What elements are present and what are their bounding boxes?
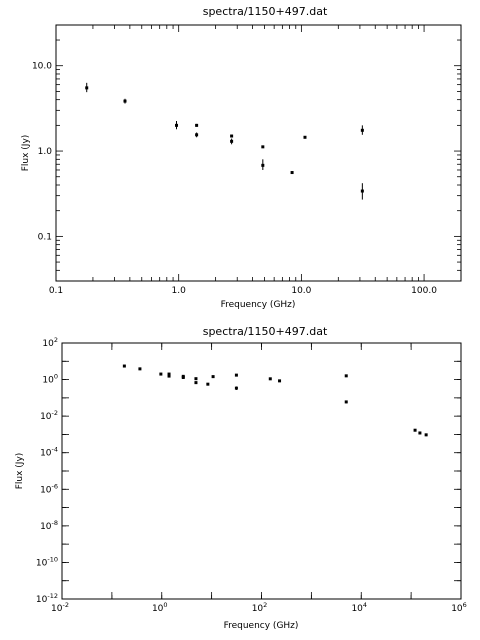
bottom-plot-x-tick-label: 104 bbox=[351, 601, 367, 614]
bottom-plot-data-point bbox=[138, 367, 142, 371]
point-marker bbox=[303, 135, 307, 139]
bottom-plot-x-tick-label: 102 bbox=[252, 601, 268, 614]
top-plot-data-point bbox=[290, 171, 294, 175]
point-marker bbox=[159, 372, 163, 376]
top-plot-data-point bbox=[261, 159, 265, 170]
bottom-plot-data-point bbox=[181, 375, 185, 379]
point-marker bbox=[194, 381, 198, 385]
point-marker bbox=[360, 128, 364, 132]
top-plot-data-point bbox=[195, 132, 199, 138]
bottom-plot-data-point bbox=[167, 374, 171, 378]
point-marker bbox=[234, 386, 238, 390]
bottom-plot: spectra/1150+497.dat Frequency (GHz) Flu… bbox=[15, 325, 467, 631]
point-marker bbox=[234, 373, 238, 377]
bottom-plot-title: spectra/1150+497.dat bbox=[203, 325, 328, 338]
point-marker bbox=[195, 123, 199, 127]
bottom-plot-x-tick-label: 100 bbox=[152, 601, 168, 614]
point-marker bbox=[261, 163, 265, 167]
bottom-plot-x-axis-label: Frequency (GHz) bbox=[224, 621, 299, 631]
bottom-plot-y-tick-label: 10-2 bbox=[40, 409, 58, 422]
top-plot-data-point bbox=[360, 183, 364, 200]
point-marker bbox=[290, 171, 294, 175]
bottom-plot-data-point bbox=[194, 377, 198, 381]
point-marker bbox=[167, 374, 171, 378]
top-plot-data-point bbox=[123, 98, 127, 104]
bottom-plot-data-point bbox=[268, 377, 272, 381]
point-marker bbox=[418, 431, 422, 435]
point-marker bbox=[261, 145, 265, 149]
top-plot-frame bbox=[55, 24, 462, 282]
bottom-plot-y-tick-label: 10-8 bbox=[40, 519, 58, 532]
bottom-plot-data-point bbox=[424, 433, 428, 437]
point-marker bbox=[195, 133, 199, 137]
bottom-plot-data-point bbox=[413, 428, 417, 432]
point-marker bbox=[268, 377, 272, 381]
top-plot-x-tick-label: 0.1 bbox=[49, 286, 63, 296]
point-marker bbox=[344, 374, 348, 378]
bottom-plot-x-tick-label: 10-2 bbox=[51, 601, 69, 614]
bottom-plot-x-tick-label: 106 bbox=[451, 601, 467, 614]
top-plot-x-tick-label: 1.0 bbox=[172, 286, 187, 296]
top-plot-x-tick-label: 100.0 bbox=[411, 286, 437, 296]
top-plot-data-point bbox=[303, 135, 307, 139]
point-marker bbox=[424, 433, 428, 437]
top-plot-y-axis-label: Flux (Jy) bbox=[21, 135, 31, 172]
top-plot: spectra/1150+497.dat Frequency (GHz) Flu… bbox=[21, 5, 462, 310]
point-marker bbox=[123, 99, 127, 103]
point-marker bbox=[85, 86, 89, 90]
bottom-plot-data-point bbox=[206, 382, 210, 386]
top-plot-y-tick-label: 0.1 bbox=[38, 232, 52, 242]
top-plot-data-point bbox=[261, 145, 265, 149]
point-marker bbox=[344, 400, 348, 404]
bottom-plot-y-tick-label: 10-4 bbox=[40, 446, 58, 459]
top-plot-data-point bbox=[360, 125, 364, 135]
bottom-plot-y-tick-label: 100 bbox=[42, 373, 58, 386]
bottom-plot-data-point bbox=[418, 431, 422, 435]
point-marker bbox=[138, 367, 142, 371]
top-plot-x-tick-label: 10.0 bbox=[291, 286, 311, 296]
point-marker bbox=[175, 123, 179, 127]
point-marker bbox=[278, 379, 282, 383]
point-marker bbox=[211, 375, 215, 379]
bottom-plot-y-tick-label: 10-12 bbox=[36, 592, 58, 605]
point-marker bbox=[360, 189, 364, 193]
bottom-plot-data-point bbox=[122, 364, 126, 368]
top-plot-data-point bbox=[175, 120, 179, 130]
top-plot-x-axis-label: Frequency (GHz) bbox=[221, 300, 296, 310]
top-plot-data-point bbox=[230, 138, 234, 145]
bottom-plot-data-point bbox=[211, 375, 215, 379]
top-plot-y-tick-label: 10.0 bbox=[32, 62, 52, 72]
point-marker bbox=[122, 364, 126, 368]
bottom-plot-y-tick-label: 102 bbox=[42, 336, 58, 349]
point-marker bbox=[206, 382, 210, 386]
bottom-plot-y-tick-label: 10-6 bbox=[40, 482, 58, 495]
bottom-plot-data-point bbox=[234, 373, 238, 377]
top-plot-data-point bbox=[85, 82, 89, 93]
top-plot-data-point bbox=[195, 123, 199, 127]
point-marker bbox=[194, 377, 198, 381]
bottom-plot-data-point bbox=[194, 381, 198, 385]
top-plot-title: spectra/1150+497.dat bbox=[203, 5, 328, 18]
point-marker bbox=[230, 139, 234, 143]
point-marker bbox=[230, 134, 234, 138]
bottom-plot-data-point bbox=[234, 386, 238, 390]
point-marker bbox=[413, 428, 417, 432]
bottom-plot-data-point bbox=[344, 400, 348, 404]
top-plot-data-point bbox=[230, 134, 234, 138]
bottom-plot-frame bbox=[61, 342, 462, 600]
bottom-plot-y-axis-label: Flux (Jy) bbox=[15, 453, 25, 490]
bottom-plot-data-point bbox=[278, 379, 282, 383]
bottom-plot-y-tick-label: 10-10 bbox=[36, 555, 58, 568]
bottom-plot-data-point bbox=[159, 372, 163, 376]
bottom-plot-data-point bbox=[344, 374, 348, 378]
point-marker bbox=[181, 375, 185, 379]
top-plot-y-tick-label: 1.0 bbox=[38, 147, 53, 157]
